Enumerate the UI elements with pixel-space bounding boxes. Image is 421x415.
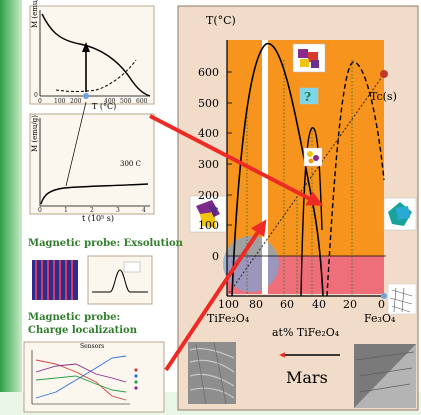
x-tick-0: 0 (378, 298, 385, 311)
top-plot-arrowhead (82, 42, 90, 52)
mars-label: Mars (286, 368, 328, 387)
green-side-band (0, 0, 22, 415)
white-composition-band (262, 40, 268, 294)
top-plot-heating-curve (41, 13, 151, 97)
bottom-plot-legend (134, 368, 138, 390)
y-axis-label: T(°C) (206, 14, 236, 27)
y-tick-300: 300 (198, 158, 219, 171)
middle-plot-connector (65, 101, 87, 187)
secondary-dome-curve (300, 127, 323, 297)
middle-plot-x-tick-0: 0 (38, 207, 42, 214)
crystal-structure-icon-middle (299, 87, 319, 105)
x-tick-100: 100 (218, 298, 239, 311)
bottom-plot-series-red (35, 359, 127, 401)
top-plot-x-tick-1: 100 (54, 98, 66, 105)
red-arrow-from-charge (164, 219, 267, 372)
top-plot-cooling-curve (55, 59, 137, 92)
middle-plot-x-tick-1: 1 (64, 207, 68, 214)
y-tick-400: 400 (198, 127, 219, 140)
y-tick-100: 100 (198, 219, 219, 232)
x-tick-80: 80 (249, 298, 263, 311)
dotted-guide-lines (246, 60, 353, 296)
middle-plot-ylabel: M (emu/g) (31, 115, 39, 152)
bottom-plot-series-purple (35, 363, 127, 383)
bottom-plot-series-green (35, 375, 127, 393)
solvus-dome-curve (231, 43, 324, 297)
middle-plot-x-tick-3: 3 (116, 207, 120, 214)
top-plot-x-tick-5: 500 (120, 98, 132, 105)
right-end-label: Fe₃O₄ (364, 312, 396, 325)
y-tick-600: 600 (198, 66, 219, 79)
exsolution-mini-plot (87, 255, 153, 305)
tc-label: Tc(s) (370, 90, 397, 103)
crystal-structure-icon-top (292, 43, 326, 73)
micrograph-right (354, 344, 416, 408)
curie-temperature-trend-line (226, 73, 385, 297)
middle-plot-magnetization-curve (40, 183, 149, 205)
bottom-plot-panel (23, 341, 165, 413)
middle-plot-panel (29, 113, 155, 215)
exsolution-title: Magnetic probe: Exsolution (28, 238, 183, 249)
dashed-dome-curve (326, 61, 385, 297)
top-plot-y-tick-0: 0 (34, 92, 38, 99)
middle-plot-x-tick-2: 2 (90, 207, 94, 214)
charge-title-line1: Magnetic probe: (28, 312, 121, 323)
x-tick-40: 40 (312, 298, 326, 311)
crystal-structure-icon-right (383, 197, 417, 231)
tc-point (380, 70, 388, 78)
bottom-plot-title: Sensors (80, 343, 105, 350)
x-axis-label: at% TiFe₂O₄ (272, 326, 340, 339)
question-mark: ? (304, 90, 312, 104)
crystal-structure-icon-small (303, 147, 323, 167)
x-tick-60: 60 (280, 298, 294, 311)
y-tick-200: 200 (198, 189, 219, 202)
top-plot-x-tick-0: 0 (38, 98, 42, 105)
middle-plot-annotation: 300 C (120, 160, 141, 168)
crystal-structure-icon-left (189, 195, 227, 233)
y-tick-0: 0 (212, 250, 219, 263)
top-plot-xlabel: T (°C) (92, 102, 117, 111)
y-tick-marks (227, 71, 232, 226)
top-plot-panel (29, 5, 155, 105)
top-plot-marker (83, 93, 89, 99)
micrograph-left (188, 341, 236, 405)
red-arrow-to-diagram (149, 114, 324, 206)
middle-plot-x-tick-4: 4 (142, 207, 146, 214)
lattice-diagram-icon (387, 283, 417, 315)
bottom-plot-series-blue (35, 355, 127, 399)
y-tick-500: 500 (198, 97, 219, 110)
charge-title-line2: Charge localization (28, 325, 137, 336)
exsolution-lamellae-image (32, 260, 78, 300)
top-plot-x-tick-4: 400 (104, 98, 116, 105)
top-plot-x-tick-2: 200 (70, 98, 82, 105)
magnetite-point (381, 293, 387, 299)
middle-plot-xlabel: t (10⁵ s) (82, 214, 115, 223)
left-end-label: TiFe₂O₄ (207, 312, 250, 325)
x-tick-20: 20 (343, 298, 357, 311)
top-plot-x-tick-6: 600 (136, 98, 148, 105)
top-plot-ylabel: M (emu/g) (31, 0, 39, 28)
